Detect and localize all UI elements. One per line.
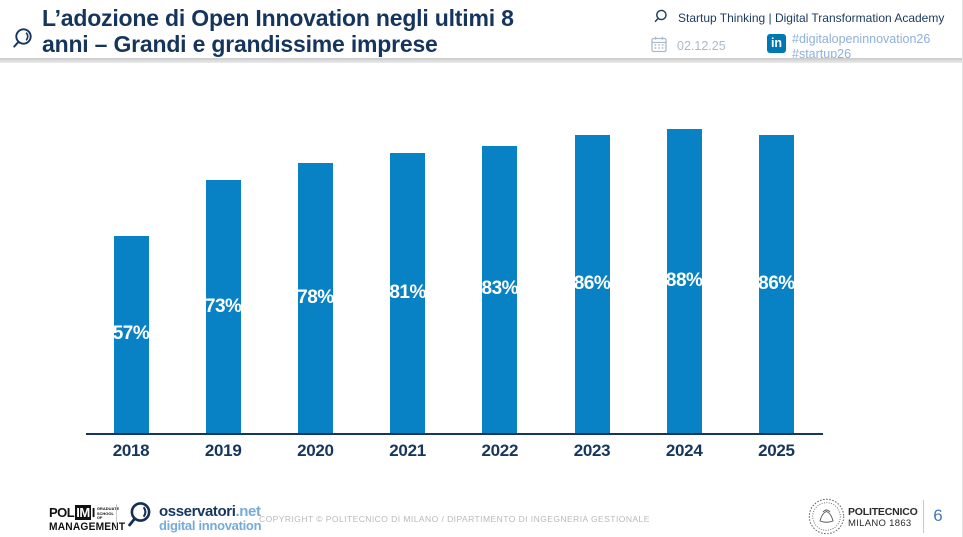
osservatori-subtitle: digital innovation xyxy=(159,518,262,533)
bar-value-label: 86% xyxy=(573,273,611,295)
x-axis-tick-label: 2018 xyxy=(112,441,150,460)
bar-value-label: 81% xyxy=(389,281,426,303)
chart-column: 86% xyxy=(573,113,611,433)
x-axis-tick-label: 2025 xyxy=(758,441,795,460)
page-title-line2: anni – Grandi e grandissime imprese xyxy=(42,31,438,57)
footer-divider xyxy=(116,504,117,529)
osservatori-logo: osservatori.net digital innovation xyxy=(127,501,262,535)
polimi-logo-box: IM xyxy=(75,505,91,520)
page-number: 6 xyxy=(933,506,943,525)
x-axis-line xyxy=(86,433,823,435)
page-title: L’adozione di Open Innovation negli ulti… xyxy=(42,5,662,57)
event-row: Startup Thinking | Digital Transformatio… xyxy=(654,9,944,27)
hashtag-1: #digitalopeninnovation26 xyxy=(792,32,931,46)
chart-bar: 78% xyxy=(297,163,334,433)
page-title-line1: L’adozione di Open Innovation negli ulti… xyxy=(42,5,514,31)
x-axis-tick-label: 2019 xyxy=(204,441,242,460)
chart-bar: 86% xyxy=(573,135,611,433)
bar-value-label: 57% xyxy=(112,323,150,345)
osservatori-net: .net xyxy=(235,503,261,520)
bar-chart: 57% 2018 73% 2019 78% 2020 81% 2021 83% 2022 86% 20… xyxy=(86,113,823,460)
x-axis-tick-label: 2022 xyxy=(481,441,519,460)
event-title: Startup Thinking | Digital Transformatio… xyxy=(678,11,945,25)
magnifier-icon xyxy=(127,501,153,535)
polimi-logo-text: POL xyxy=(49,505,75,520)
osservatori-name: osservatori xyxy=(159,503,236,520)
copyright-text: COPYRIGHT © POLITECNICO DI MILANO / DIPA… xyxy=(259,514,650,524)
header-divider xyxy=(0,58,962,63)
chart-column: 88% xyxy=(665,113,703,433)
footer-divider xyxy=(923,500,924,533)
chart-bar: 81% xyxy=(389,152,426,433)
date-text: 02.12.25 xyxy=(677,39,726,53)
chart-bar: 88% xyxy=(665,128,703,433)
bar-value-label: 88% xyxy=(665,269,703,291)
chart-column: 83% xyxy=(481,113,519,433)
chart-bar: 73% xyxy=(204,180,242,433)
chart-column: 73% xyxy=(204,113,242,433)
x-axis-tick-label: 2021 xyxy=(389,441,426,460)
polimi-logo-small-text: GRADUATE SCHOOL OF xyxy=(96,506,120,520)
social-block: in #digitalopeninnovation26 #startup26 xyxy=(767,32,930,62)
osservatori-wordmark: osservatori.net xyxy=(159,504,261,519)
bar-value-label: 83% xyxy=(481,278,519,300)
chart-bar: 83% xyxy=(481,145,519,433)
x-axis-tick-label: 2020 xyxy=(297,441,334,460)
polimi-logo-text: I xyxy=(91,505,96,520)
hashtags: #digitalopeninnovation26 #startup26 xyxy=(792,32,930,62)
polimi-logo-line1: POL IM I GRADUATE SCHOOL OF xyxy=(49,505,131,521)
x-axis-tick-label: 2024 xyxy=(665,441,703,460)
bar-value-label: 73% xyxy=(204,295,242,317)
chart-column: 86% xyxy=(758,113,795,433)
calendar-icon xyxy=(651,36,667,56)
x-axis-tick-label: 2023 xyxy=(573,441,611,460)
polimi-logo-line2: MANAGEMENT xyxy=(49,520,126,533)
hashtag-2: #startup26 xyxy=(792,47,852,61)
chart-bar: 86% xyxy=(758,135,795,433)
chart-bar: 57% xyxy=(112,235,150,433)
bar-value-label: 78% xyxy=(297,287,334,309)
magnifier-icon xyxy=(654,9,668,27)
chart-column: 78% xyxy=(297,113,334,433)
politecnico-seal-icon xyxy=(808,498,845,537)
politecnico-line1: POLITECNICO xyxy=(848,506,918,518)
linkedin-icon[interactable]: in xyxy=(767,34,786,53)
politecnico-wordmark: POLITECNICO MILANO 1863 xyxy=(848,506,918,530)
chart-column: 57% xyxy=(112,113,150,433)
polimi-management-logo: POL IM I GRADUATE SCHOOL OF MANAGEMENT xyxy=(49,505,131,533)
chart-column: 81% xyxy=(389,113,426,433)
date-row: 02.12.25 xyxy=(651,36,726,56)
magnifier-icon xyxy=(12,27,34,56)
bar-value-label: 86% xyxy=(758,273,795,295)
politecnico-line2: MILANO 1863 xyxy=(848,518,912,529)
